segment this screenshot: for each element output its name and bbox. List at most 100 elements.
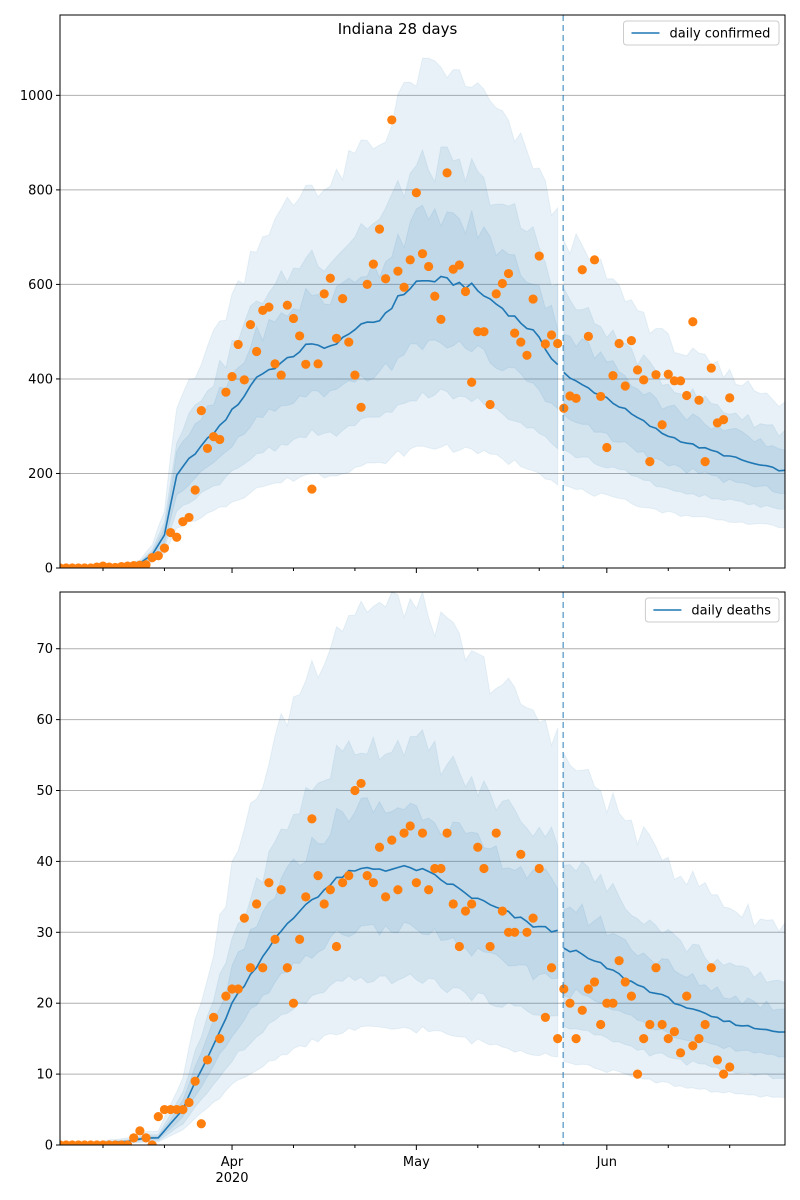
observed-point — [534, 863, 544, 874]
observed-point — [546, 963, 557, 973]
observed-point — [522, 350, 532, 360]
observed-point — [202, 443, 213, 454]
observed-point — [620, 381, 630, 391]
observed-point — [528, 294, 538, 304]
observed-point — [485, 399, 495, 410]
observed-point — [196, 1119, 206, 1129]
observed-point — [669, 1026, 680, 1037]
observed-point — [147, 1140, 157, 1145]
observed-point — [608, 998, 618, 1008]
observed-point — [356, 778, 366, 789]
uncertainty-band-outer — [563, 752, 785, 1099]
observed-point — [534, 251, 544, 261]
observed-point — [706, 963, 716, 973]
observed-point — [411, 878, 421, 888]
observed-point — [356, 402, 366, 412]
observed-point — [497, 278, 507, 289]
observed-point — [577, 1005, 587, 1015]
x-tick-label: May — [403, 1155, 430, 1170]
observed-point — [503, 268, 514, 279]
observed-point — [497, 906, 507, 916]
observed-point — [368, 878, 378, 888]
observed-point — [374, 224, 385, 234]
observed-point — [399, 282, 409, 292]
observed-point — [368, 259, 378, 269]
observed-point — [522, 927, 532, 937]
observed-point — [448, 899, 458, 909]
uncertainty-band-middle — [563, 288, 785, 510]
observed-point — [424, 261, 434, 272]
observed-point — [184, 1097, 194, 1108]
observed-point — [417, 828, 428, 838]
observed-point — [233, 984, 243, 994]
x-tick-label: Jun — [596, 1155, 617, 1170]
y-tick-label: 800 — [28, 183, 53, 198]
legend: daily deaths — [644, 597, 780, 623]
observed-point — [571, 393, 581, 403]
observed-point — [639, 1034, 649, 1044]
observed-point — [301, 892, 311, 902]
observed-point — [639, 375, 649, 385]
observed-point — [227, 371, 237, 382]
observed-point — [141, 1133, 151, 1143]
observed-point — [178, 1104, 188, 1115]
observed-point — [546, 330, 557, 340]
observed-point — [264, 302, 274, 312]
observed-point — [626, 336, 636, 346]
observed-point — [460, 286, 471, 297]
observed-point — [583, 331, 593, 342]
observed-point — [467, 377, 477, 387]
figure-title: Indiana 28 days — [337, 20, 458, 38]
observed-point — [270, 934, 280, 944]
observed-point — [319, 899, 329, 909]
observed-point — [491, 828, 501, 838]
observed-point — [430, 291, 440, 301]
observed-point — [239, 913, 249, 923]
observed-point — [221, 387, 231, 397]
x-tick-label: Apr — [221, 1155, 244, 1170]
observed-point — [405, 821, 415, 831]
observed-point — [614, 956, 624, 966]
observed-point — [614, 338, 624, 349]
observed-point — [307, 814, 317, 824]
y-tick-label: 200 — [28, 467, 53, 482]
observed-point — [725, 393, 735, 403]
observed-point — [460, 906, 471, 916]
observed-point — [479, 327, 489, 337]
panel-confirmed: 0 200 400 600 800 1000 daily confirmed — [20, 14, 786, 577]
observed-point — [215, 434, 225, 445]
observed-point — [700, 1019, 710, 1030]
observed-point — [436, 863, 446, 874]
observed-point — [295, 934, 305, 944]
y-tick-label: 30 — [36, 926, 53, 941]
observed-point — [485, 941, 495, 952]
observed-point — [675, 376, 686, 386]
observed-point — [245, 963, 256, 973]
observed-point — [516, 849, 526, 859]
observed-point — [196, 406, 206, 416]
observed-point — [344, 870, 354, 881]
observed-point — [694, 395, 704, 405]
y-tick-label: 10 — [36, 1068, 53, 1083]
observed-point — [190, 485, 200, 495]
axes-frame — [59, 14, 786, 569]
observed-point — [129, 1133, 139, 1143]
observed-point — [362, 870, 372, 881]
observed-point — [553, 338, 563, 349]
observed-point — [381, 892, 391, 902]
observed-point — [663, 369, 673, 379]
model-line — [563, 947, 785, 1033]
observed-point — [239, 375, 249, 385]
observed-point — [608, 371, 618, 381]
observed-point — [319, 289, 329, 299]
observed-point — [682, 390, 692, 401]
y-tick-label: 40 — [36, 855, 53, 870]
observed-point — [202, 1055, 213, 1065]
observed-point — [350, 785, 360, 796]
observed-point — [700, 457, 710, 467]
observed-point — [295, 331, 305, 341]
observed-point — [565, 998, 575, 1008]
observed-point — [405, 255, 415, 265]
